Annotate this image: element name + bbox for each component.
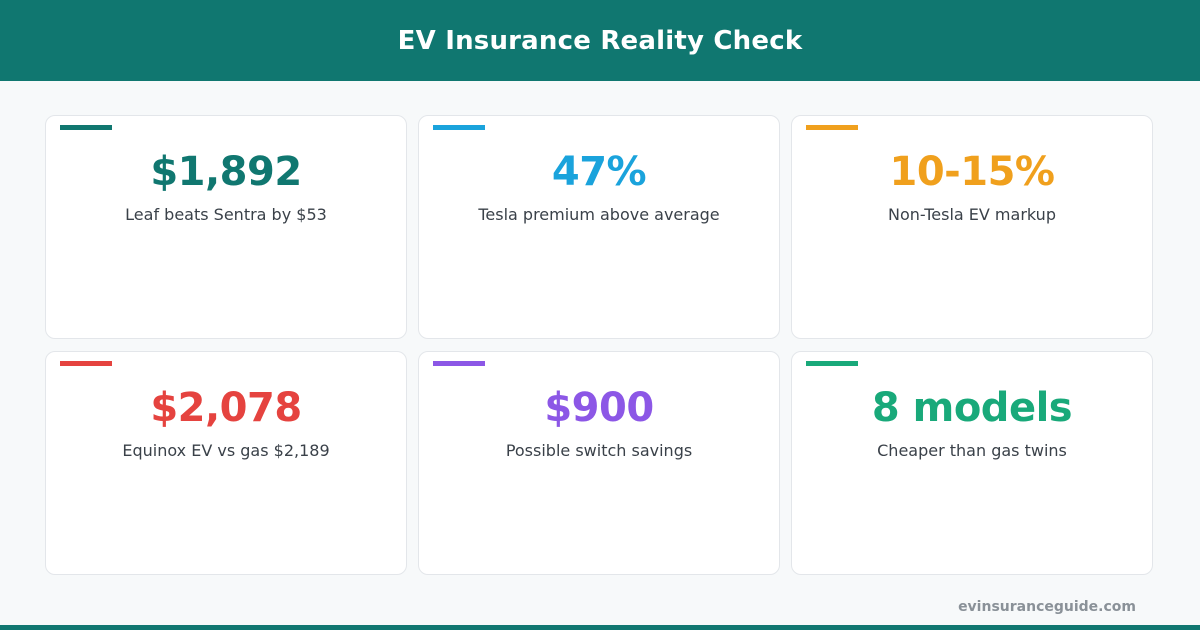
site-url: evinsuranceguide.com <box>958 599 1136 615</box>
stats-grid: $1,892 Leaf beats Sentra by $53 47% Tesl… <box>45 115 1155 576</box>
stat-label: Cheaper than gas twins <box>877 441 1067 460</box>
stat-label: Possible switch savings <box>505 441 693 460</box>
card-accent-bar <box>433 361 485 366</box>
page-title: EV Insurance Reality Check <box>397 25 803 56</box>
stat-value: 10-15% <box>889 149 1055 195</box>
card-accent-bar <box>433 125 485 130</box>
stat-card: $1,892 Leaf beats Sentra by $53 <box>45 115 407 339</box>
stat-label: Tesla premium above average <box>478 205 720 224</box>
card-accent-bar <box>806 361 858 366</box>
stat-label: Leaf beats Sentra by $53 <box>125 205 327 224</box>
stat-value: 47% <box>551 149 647 195</box>
stat-card: 8 models Cheaper than gas twins <box>791 351 1153 575</box>
card-accent-bar <box>60 125 112 130</box>
stat-card: $900 Possible switch savings <box>418 351 780 575</box>
stat-card: $2,078 Equinox EV vs gas $2,189 <box>45 351 407 575</box>
card-accent-bar <box>60 361 112 366</box>
header-bar: EV Insurance Reality Check <box>0 0 1200 81</box>
stat-value: $2,078 <box>150 385 302 431</box>
stat-card: 10-15% Non-Tesla EV markup <box>791 115 1153 339</box>
card-accent-bar <box>806 125 858 130</box>
stat-label: Non-Tesla EV markup <box>888 205 1056 224</box>
stat-label: Equinox EV vs gas $2,189 <box>122 441 330 460</box>
stat-value: $1,892 <box>150 149 302 195</box>
stat-value: 8 models <box>871 385 1073 431</box>
stat-card: 47% Tesla premium above average <box>418 115 780 339</box>
stat-value: $900 <box>544 385 654 431</box>
bottom-accent-bar <box>0 625 1200 630</box>
